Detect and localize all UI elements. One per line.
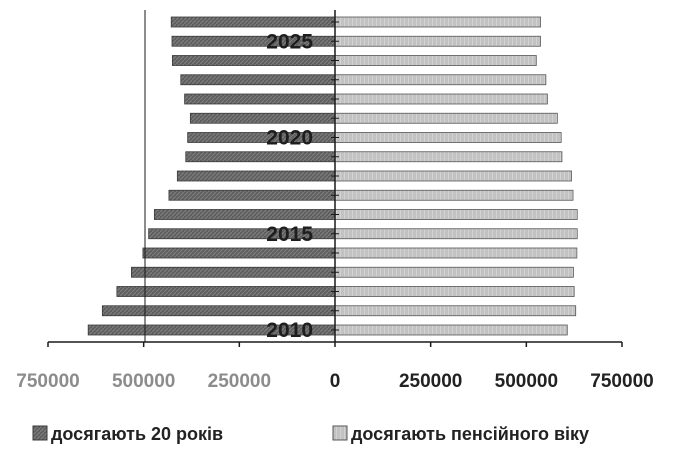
x-axis-tick-labels: 750000 500000 250000 0 250000 500000 750000	[16, 371, 653, 392]
year-label: 2025	[266, 30, 313, 53]
legend-label: досягають пенсійного віку	[351, 424, 589, 444]
bar-left-2026	[170, 16, 336, 28]
x-tick-label: 500000	[112, 371, 175, 392]
legend-label: досягають 20 років	[51, 424, 223, 444]
bar-right-2022	[334, 93, 548, 105]
bar-left-2014	[142, 247, 336, 259]
year-label: 2015	[266, 223, 313, 246]
bar-right-2020	[334, 132, 562, 143]
bar-left-2022	[184, 93, 336, 105]
series-right-bars	[334, 16, 578, 336]
bar-left-2017	[168, 189, 336, 201]
bar-left-2013	[131, 266, 336, 278]
bar-left-2021	[189, 112, 336, 124]
axes	[47, 10, 623, 347]
x-tick-label: 750000	[590, 371, 653, 392]
legend-swatch	[32, 425, 48, 441]
x-tick-label: 750000	[16, 371, 79, 392]
bar-right-2017	[334, 189, 574, 201]
bar-right-2011	[334, 305, 577, 317]
legend-swatch	[332, 425, 348, 441]
bar-right-2018	[334, 170, 572, 182]
legend: досягають 20 років досягають пенсійного в…	[32, 424, 589, 444]
bar-right-2016	[334, 209, 578, 220]
series-left-bars	[87, 16, 336, 336]
bar-right-2019	[334, 151, 563, 163]
bar-right-2014	[334, 247, 578, 259]
bar-left-2023	[180, 74, 336, 86]
bar-right-2024	[334, 55, 537, 66]
bar-left-2012	[116, 286, 336, 297]
bar-right-2021	[334, 112, 558, 124]
category-labels: 2010 2015 2020 2025	[266, 30, 313, 342]
bar-left-2018	[176, 170, 336, 182]
year-label: 2010	[266, 319, 313, 342]
bar-left-2016	[153, 209, 336, 220]
bar-left-2019	[185, 151, 336, 163]
x-tick-label: 250000	[399, 371, 462, 392]
x-tick-label: 0	[330, 371, 341, 392]
legend-item-2: досягають пенсійного віку	[332, 424, 589, 444]
bar-right-2025	[334, 35, 541, 47]
bar-right-2012	[334, 286, 575, 297]
year-label: 2020	[266, 127, 313, 150]
x-tick-label: 250000	[208, 371, 271, 392]
bar-right-2026	[334, 16, 541, 28]
legend-item-1: досягають 20 років	[32, 424, 223, 444]
bar-right-2013	[334, 266, 574, 278]
bar-left-2024	[171, 55, 336, 66]
bar-left-2011	[101, 305, 336, 317]
bar-right-2023	[334, 74, 547, 86]
bar-right-2010	[334, 324, 568, 336]
x-tick-label: 500000	[495, 371, 558, 392]
bar-right-2015	[334, 228, 578, 240]
